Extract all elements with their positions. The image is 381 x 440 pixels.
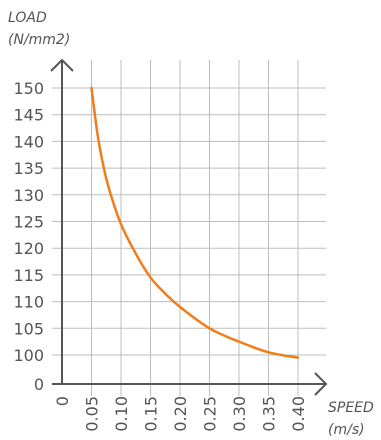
x-axis-title-line1: SPEED	[328, 400, 374, 416]
y-tick-label: 135	[13, 159, 44, 178]
x-tick-labels: 0 0.05 0.10 0.15 0.20 0.25 0.30 0.35 0.40	[53, 396, 308, 432]
y-tick-label: 100	[13, 346, 44, 365]
series	[90, 86, 300, 359]
x-tick-label: 0.25	[201, 396, 220, 432]
y-tick-label: 0	[34, 375, 44, 394]
x-tick-label: 0.30	[230, 396, 249, 432]
axes	[50, 58, 328, 396]
x-tick-label: 0.05	[83, 396, 102, 432]
y-tick-label: 105	[13, 319, 44, 338]
y-axis-title-line1: LOAD	[8, 10, 47, 26]
y-tick-labels: 0 100 105 110 115 120 125 130 135 140 145 150	[13, 79, 44, 394]
x-tick-label: 0.40	[289, 396, 308, 432]
y-tick-label: 120	[13, 239, 44, 258]
y-tick-label: 130	[13, 186, 44, 205]
y-axis-title-line2: (N/mm2)	[8, 32, 70, 48]
y-axis-arrow	[50, 58, 74, 72]
y-tick-label: 145	[13, 106, 44, 125]
x-tick-label: 0.10	[112, 396, 131, 432]
x-tick-label: 0.15	[142, 396, 161, 432]
x-tick-label: 0.35	[260, 396, 279, 432]
x-axis-arrow	[314, 372, 328, 396]
x-axis-title-line2: (m/s)	[328, 422, 365, 438]
series-line	[90, 86, 300, 359]
x-tick-label: 0.20	[171, 396, 190, 432]
y-tick-label: 110	[13, 293, 44, 312]
y-tick-label: 150	[13, 79, 44, 98]
y-tick-label: 140	[13, 132, 44, 151]
y-tick-label: 115	[13, 266, 44, 285]
grid	[52, 60, 326, 396]
y-tick-label: 125	[13, 213, 44, 232]
x-tick-label: 0	[53, 396, 72, 406]
